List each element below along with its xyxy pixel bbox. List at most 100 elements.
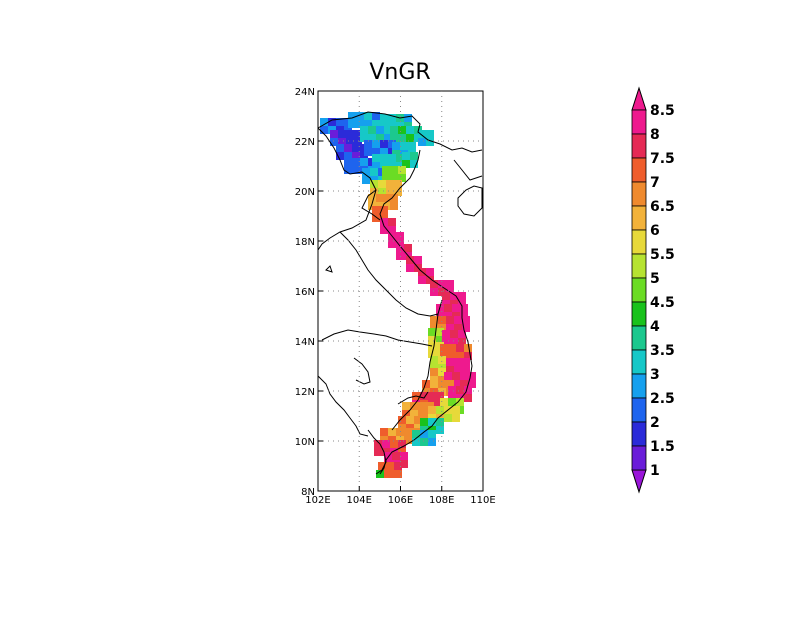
data-cell <box>462 366 470 374</box>
data-cell <box>344 144 352 152</box>
y-tick-label: 16N <box>295 287 315 298</box>
data-cell <box>376 126 384 134</box>
data-cell <box>446 280 454 288</box>
colorbar-segment <box>631 229 647 255</box>
data-cell <box>450 338 458 346</box>
data-cell <box>460 372 468 380</box>
data-cell <box>364 112 372 120</box>
data-cell <box>438 380 446 388</box>
data-cell <box>446 316 454 324</box>
map-gridlines <box>318 91 483 491</box>
colorbar: 1 1.5 2 2.5 3 3.5 4 4.5 5 5.5 6 6.5 7 7.5 8 8.5 <box>631 86 675 494</box>
data-cell <box>330 130 338 138</box>
data-cell <box>346 138 354 146</box>
y-tick-label: 22N <box>295 137 315 148</box>
colorbar-label: 2 <box>650 415 660 431</box>
data-cell <box>386 180 394 188</box>
data-cell <box>428 392 436 400</box>
data-cell <box>462 316 470 324</box>
data-cell <box>402 152 410 160</box>
data-cell <box>382 194 390 202</box>
data-cell <box>390 194 398 202</box>
data-cell <box>384 126 392 134</box>
data-cell <box>380 206 388 214</box>
data-cell <box>388 428 396 436</box>
colorbar-segment <box>631 181 647 207</box>
y-tick-label: 20N <box>295 187 315 198</box>
data-cell <box>390 134 398 142</box>
colorbar-label: 3 <box>650 367 660 383</box>
data-cell <box>390 126 398 134</box>
y-axis-ticks: 8N 10N 12N 14N 16N 18N 20N 22N 24N <box>295 87 323 498</box>
coastline <box>317 111 483 475</box>
colorbar-high-triangle <box>631 86 647 111</box>
colorbar-segment <box>631 277 647 303</box>
data-cell <box>344 166 352 174</box>
data-cell <box>384 452 392 460</box>
y-tick-label: 8N <box>301 487 315 498</box>
data-cell <box>394 470 402 478</box>
data-cell <box>404 244 412 252</box>
data-cell <box>428 418 436 426</box>
data-cell <box>370 168 378 176</box>
data-cell <box>410 152 418 160</box>
colorbar-label: 6 <box>650 223 660 239</box>
data-cell <box>420 430 428 438</box>
data-cell <box>418 402 426 410</box>
data-cell <box>388 226 396 234</box>
data-cell <box>438 316 446 324</box>
data-cell <box>456 398 464 406</box>
data-cell <box>438 356 446 364</box>
data-cell <box>458 292 466 300</box>
colorbar-segment <box>631 157 647 183</box>
data-cell <box>440 344 448 352</box>
data-cell <box>360 126 368 134</box>
data-cell <box>380 114 388 122</box>
data-cell <box>462 358 470 366</box>
data-cell <box>430 280 438 288</box>
y-tick-label: 14N <box>295 337 315 348</box>
data-cell <box>372 162 380 170</box>
data-cell <box>382 174 390 182</box>
colorbar-label: 1.5 <box>650 439 675 455</box>
data-cell <box>444 414 452 422</box>
colorbar-segment <box>631 445 647 471</box>
data-cell <box>410 402 418 410</box>
data-cell <box>450 330 458 338</box>
data-cell <box>404 428 412 436</box>
data-cell <box>360 158 368 166</box>
data-cell <box>396 154 404 162</box>
data-cell <box>374 440 382 448</box>
colorbar-segment <box>631 325 647 351</box>
data-cell <box>378 462 386 470</box>
data-cell <box>428 336 436 344</box>
data-cell <box>454 324 462 332</box>
data-cell <box>422 380 430 388</box>
data-cell <box>382 166 390 174</box>
data-cell <box>386 188 394 196</box>
data-cell <box>462 324 470 332</box>
data-cell <box>388 218 396 226</box>
colorbar-label: 4 <box>650 319 660 335</box>
data-cell <box>378 180 386 188</box>
data-cell <box>364 120 372 128</box>
data-cell <box>390 166 398 174</box>
data-cell <box>442 292 450 300</box>
data-cell <box>396 244 404 252</box>
x-tick-label: 106E <box>388 495 413 506</box>
data-cell <box>398 166 406 174</box>
data-cell <box>398 174 406 182</box>
data-cell <box>456 386 464 394</box>
colorbar-segment <box>631 253 647 279</box>
data-cell <box>464 352 472 360</box>
data-cell <box>336 152 344 160</box>
gridded-data-layer <box>320 112 476 478</box>
data-cell <box>320 118 328 126</box>
data-cell <box>458 338 466 346</box>
data-cell <box>400 142 408 150</box>
data-cell <box>380 154 388 162</box>
data-cell <box>406 416 414 424</box>
x-tick-label: 102E <box>305 495 330 506</box>
data-cell <box>352 152 360 160</box>
